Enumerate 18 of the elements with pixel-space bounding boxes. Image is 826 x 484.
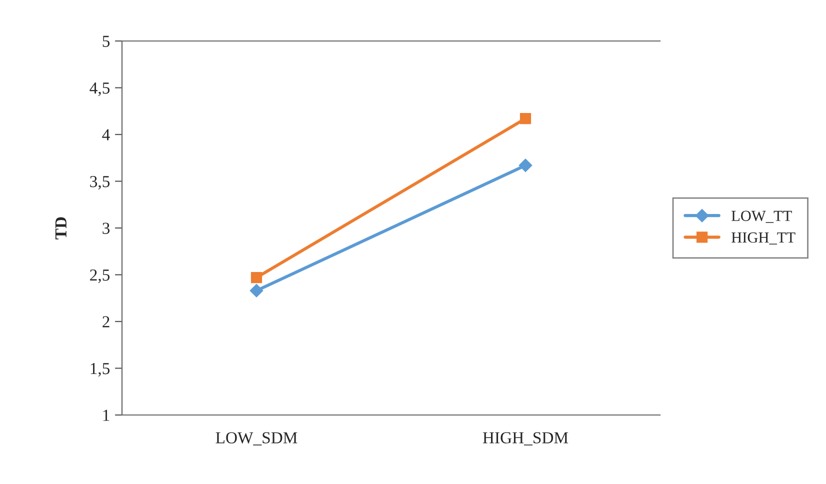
legend-label: HIGH_TT [732,232,796,244]
point [520,113,532,124]
point [250,272,262,284]
y-tick-label: 2 [102,316,110,328]
x-tick-label: HIGH_SDM [482,432,568,446]
y-tick-label: 2,5 [90,269,110,284]
y-tick-label: 4 [102,129,110,140]
x-tick-label: LOW_SDM [216,432,298,446]
y-axis-title: TD [55,217,66,240]
point [518,158,532,172]
point [250,284,264,298]
y-tick-label: 5 [102,36,110,47]
y-tick-label: 3,5 [90,176,110,190]
y-tick-label: 3 [102,222,110,234]
y-tick-label: 1,5 [90,363,110,377]
y-tick-label: 4,5 [90,82,110,96]
y-tick-label: 1 [103,410,110,421]
legend-label: LOW_TT [732,210,792,223]
